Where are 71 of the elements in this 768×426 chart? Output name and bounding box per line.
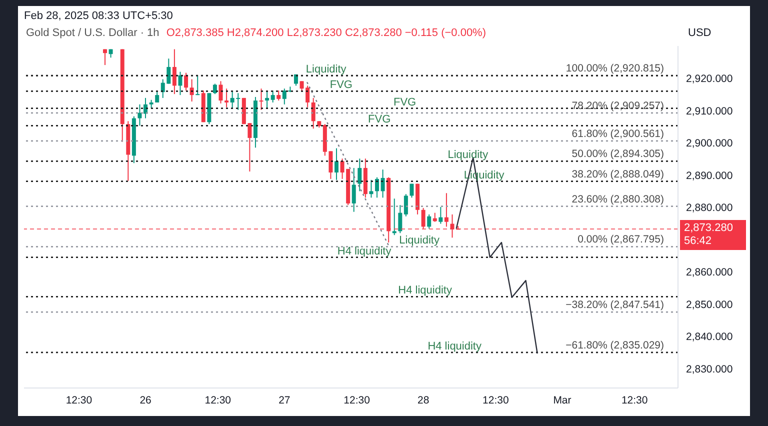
candlestick — [352, 167, 356, 212]
ref-line-label: 100.00% (2,920.815) — [566, 62, 664, 75]
annotation: FVG — [394, 96, 416, 108]
x-tick-label: 12:30 — [621, 394, 648, 406]
candlestick — [375, 176, 380, 198]
candlestick — [196, 74, 200, 96]
candlestick — [311, 97, 316, 130]
candlestick — [398, 204, 402, 234]
candlestick — [178, 71, 182, 96]
ref-line-label: −38.20% (2,847.541) — [566, 299, 664, 312]
candlestick — [172, 48, 176, 95]
candlestick — [190, 78, 194, 102]
ref-line-label: 78.20% (2,909.257) — [572, 100, 664, 112]
y-tick-label: 2,920.000 — [686, 72, 733, 85]
annotation: H4 liquidity — [398, 284, 452, 297]
candlestick — [218, 80, 223, 104]
candlestick — [270, 90, 275, 103]
x-tick-label: 12:30 — [482, 394, 509, 406]
annotation: FVG — [330, 79, 352, 92]
ref-line-label: 2,873.280 56:42 — [684, 222, 733, 247]
candlestick — [404, 194, 408, 217]
x-tick-label: 27 — [278, 394, 290, 406]
x-tick-label: 12:30 — [204, 394, 232, 406]
ref-line-label: −61.80% (2,835.029) — [566, 339, 664, 352]
candlestick — [224, 88, 229, 108]
candlestick — [444, 192, 448, 228]
candlestick — [392, 198, 396, 236]
y-tick-label: 2,890.000 — [686, 170, 733, 182]
candlestick — [282, 88, 286, 105]
y-tick-label: 2,850.000 — [686, 298, 733, 311]
candlestick — [259, 88, 264, 110]
candlestick — [212, 83, 217, 95]
candlestick — [138, 104, 142, 126]
candlestick — [265, 90, 270, 110]
y-tick-label: 2,880.000 — [686, 202, 733, 214]
ref-line-label: 0.00% (2,867.795) — [578, 234, 664, 246]
ref-line-label: 61.80% (2,900.561) — [572, 128, 664, 140]
candlestick — [155, 90, 160, 103]
x-tick-label: 12:30 — [344, 394, 370, 406]
y-tick-label: 2,910.000 — [686, 105, 733, 118]
ref-line-label: 38.20% (2,888.049) — [572, 168, 664, 180]
x-tick-label: Mar — [553, 394, 572, 406]
y-axis-title: USD — [688, 27, 712, 39]
annotation: H4 liquidity — [428, 340, 482, 352]
annotation: Liquidity — [448, 149, 489, 162]
candlestick — [369, 179, 374, 198]
candlestick — [438, 206, 443, 224]
candlestick — [358, 158, 362, 192]
x-tick-label: 28 — [418, 394, 430, 406]
chart-title: Gold Spot / U.S. Dollar · 1h — [26, 27, 160, 39]
y-tick-label: 2,900.000 — [686, 138, 733, 150]
text: O2,873.385 H2,874.200 L2,873.230 C2,873.280 −0.115 (−0.00%) — [166, 27, 486, 39]
candlestick — [103, 48, 107, 66]
candlestick — [380, 169, 385, 198]
candlestick — [184, 72, 188, 92]
candlestick — [427, 214, 432, 230]
annotation: H4 liquidity — [337, 245, 392, 258]
x-tick-label: 12:30 — [66, 394, 92, 406]
annotation: Liquidity — [306, 64, 347, 76]
x-tick-label: 26 — [140, 394, 152, 406]
candlestick — [410, 183, 414, 198]
annotation: Liquidity — [399, 234, 440, 247]
candlestick — [276, 90, 281, 102]
ref-line-label: 23.60% (2,880.308) — [572, 193, 664, 206]
y-tick-label: 2,830.000 — [686, 363, 733, 376]
ref-line-label: 50.00% (2,894.305) — [572, 148, 664, 160]
annotation: FVG — [368, 114, 391, 126]
y-tick-label: 2,840.000 — [686, 331, 733, 344]
y-tick-label: 2,860.000 — [686, 266, 733, 279]
chart-subtitle: Feb 28, 2025 08:33 UTC+5:30 — [24, 10, 173, 22]
candlestick — [334, 148, 338, 180]
